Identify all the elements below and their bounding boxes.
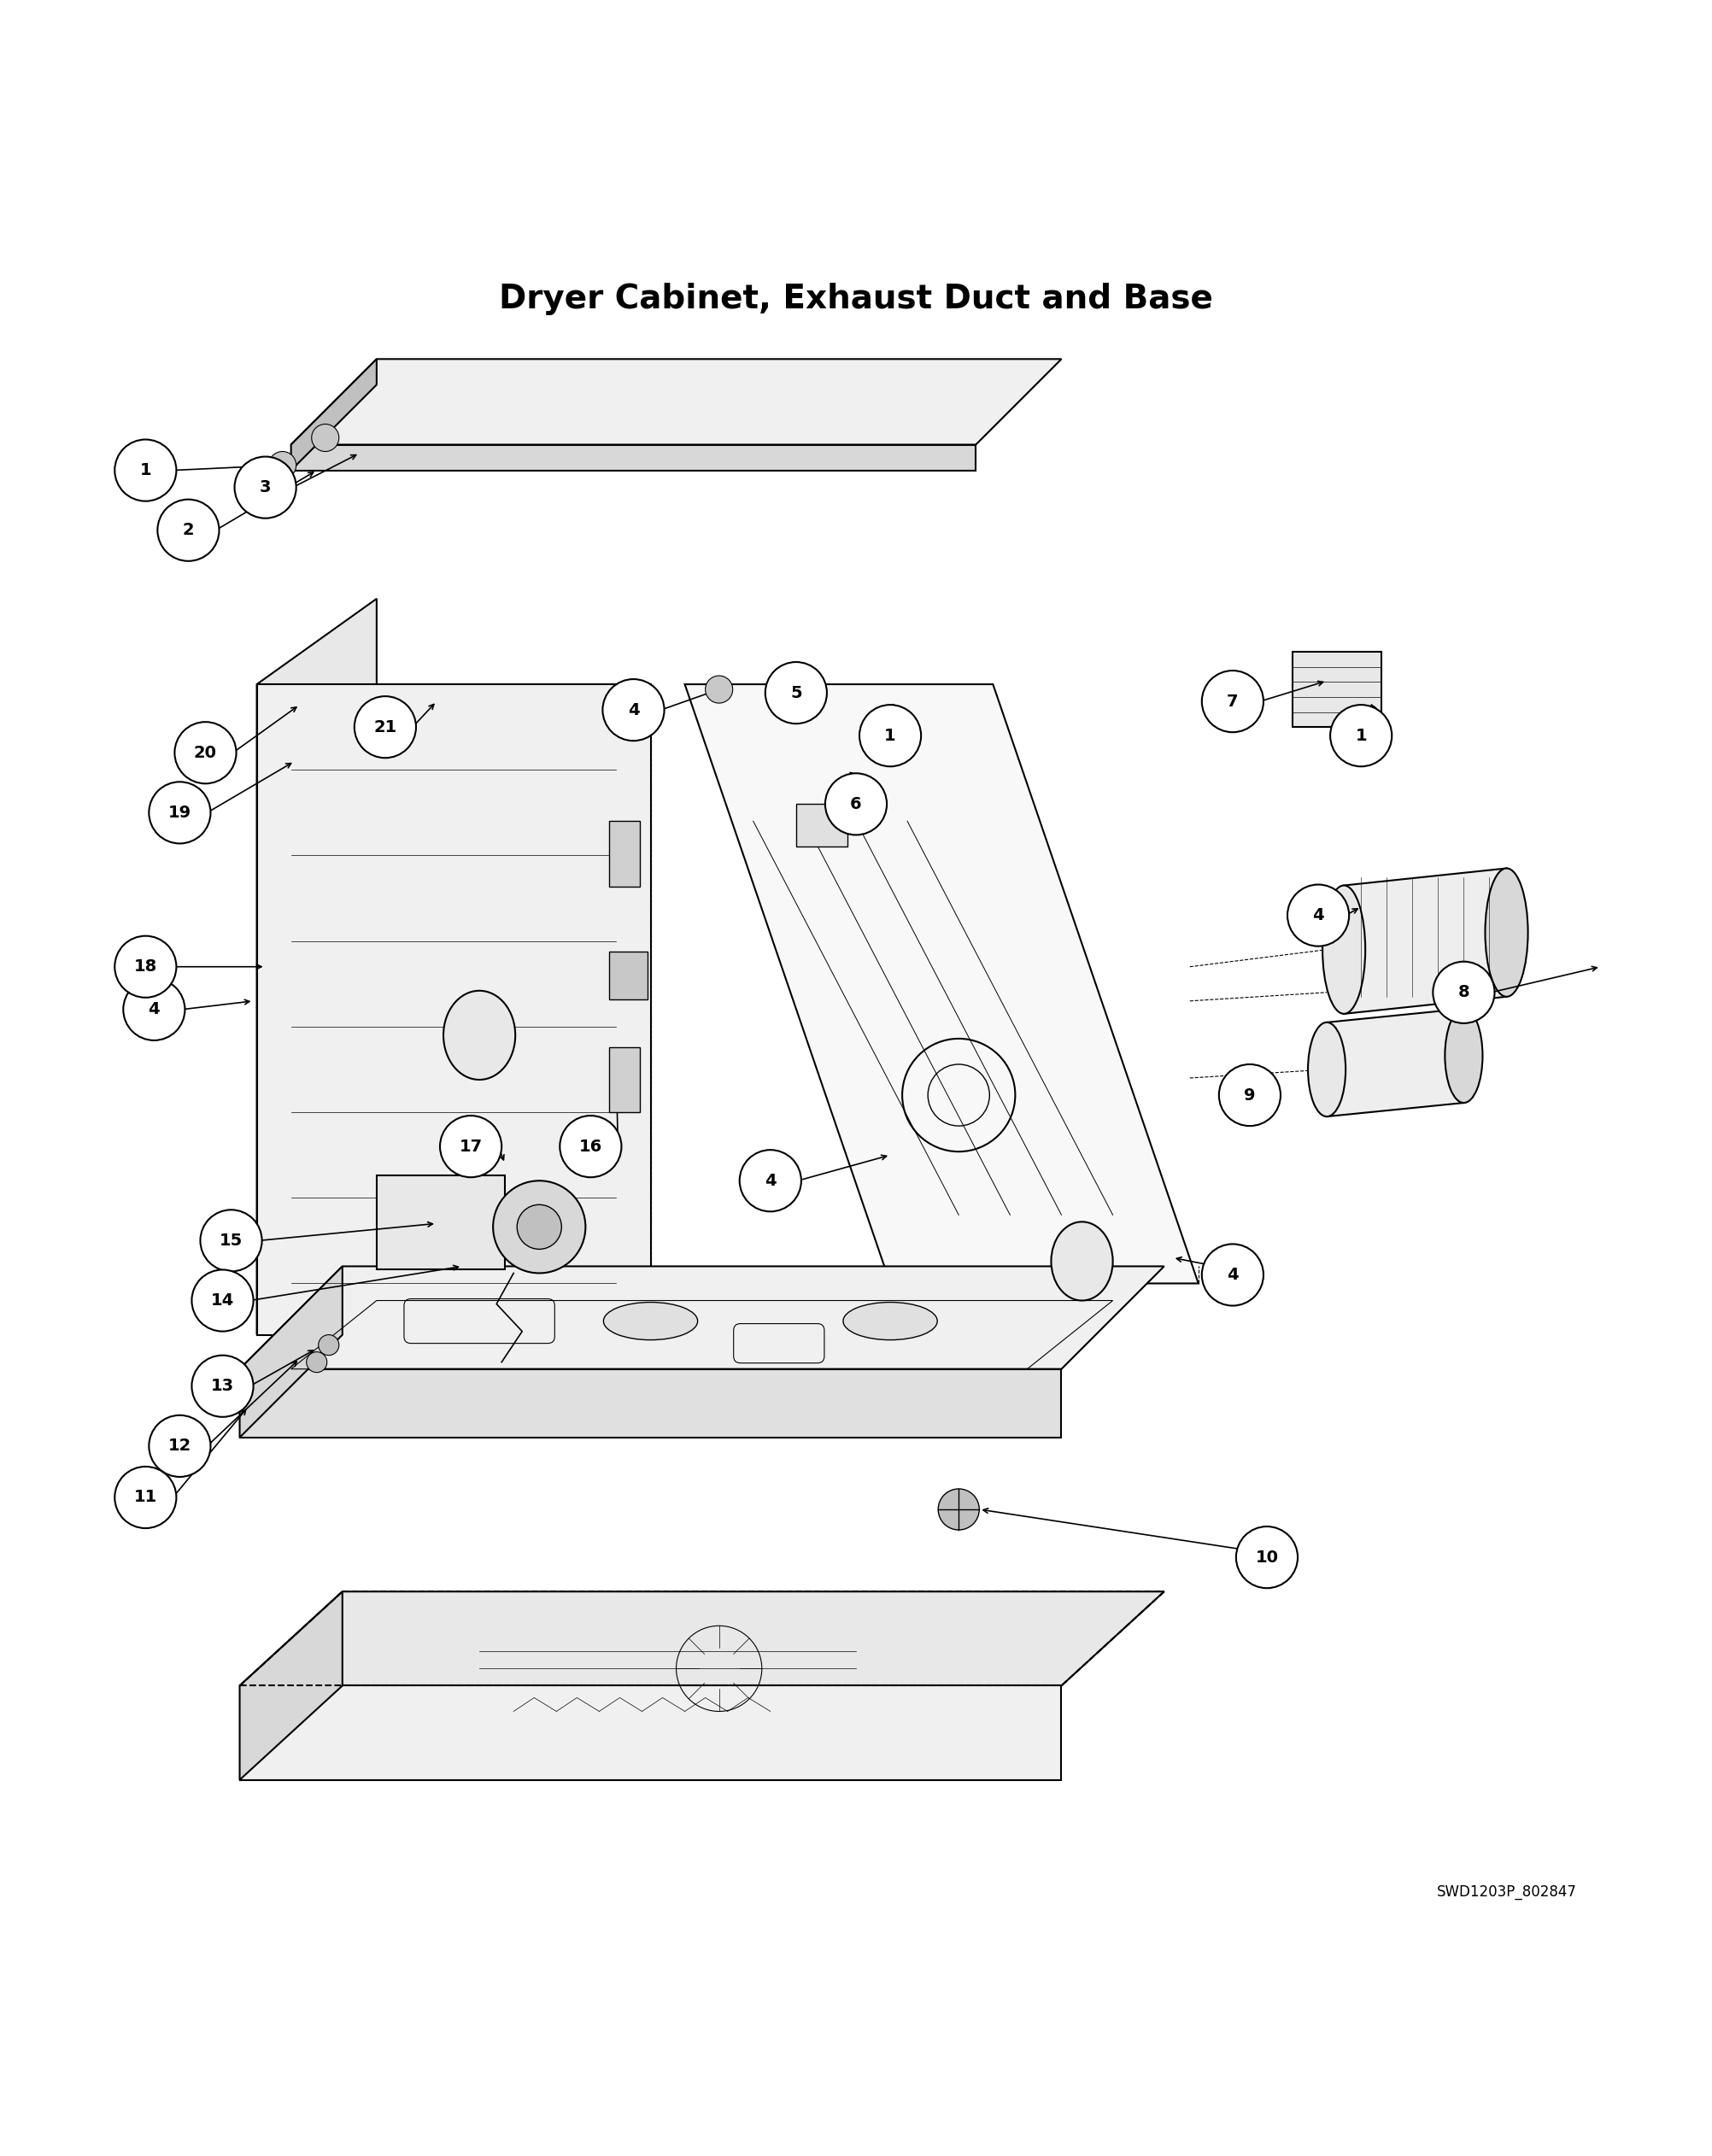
Polygon shape [685,683,1198,1283]
Text: 1: 1 [1356,727,1366,744]
Text: 4: 4 [1313,908,1323,923]
Ellipse shape [603,1302,698,1339]
Text: 3: 3 [260,479,270,496]
Circle shape [765,662,827,724]
Text: 4: 4 [628,703,639,718]
Circle shape [149,1414,211,1477]
Text: 7: 7 [1228,694,1238,709]
Ellipse shape [1051,1222,1113,1300]
Circle shape [560,1115,621,1177]
Bar [609,821,640,886]
Polygon shape [240,1591,342,1781]
Text: 1: 1 [885,727,895,744]
Circle shape [158,500,219,561]
Polygon shape [1344,869,1507,1013]
Circle shape [354,696,416,759]
Ellipse shape [1445,1009,1483,1104]
Text: SWD1203P_802847: SWD1203P_802847 [1436,1884,1577,1899]
Bar [609,1048,640,1112]
Circle shape [938,1490,979,1531]
Circle shape [318,1335,339,1356]
Circle shape [115,1466,176,1529]
Polygon shape [257,599,377,1335]
Text: 4: 4 [149,1000,159,1018]
Circle shape [123,979,185,1041]
Circle shape [1433,962,1495,1024]
Ellipse shape [1322,886,1366,1013]
Text: Dryer Cabinet, Exhaust Duct and Base: Dryer Cabinet, Exhaust Duct and Base [498,282,1214,315]
Bar [1293,651,1382,727]
Circle shape [192,1356,253,1416]
Text: 18: 18 [134,959,158,975]
Circle shape [859,705,921,765]
Polygon shape [240,1686,1061,1781]
Circle shape [1287,884,1349,946]
Polygon shape [1327,1009,1464,1117]
Polygon shape [291,360,377,470]
Circle shape [493,1181,586,1274]
Text: 5: 5 [791,686,801,701]
Text: 1: 1 [140,461,151,479]
Circle shape [235,457,296,517]
Circle shape [192,1270,253,1332]
Circle shape [115,936,176,998]
Circle shape [1202,1244,1263,1307]
Text: 12: 12 [168,1438,192,1453]
Circle shape [740,1149,801,1212]
Text: 13: 13 [211,1378,235,1395]
Circle shape [269,451,296,479]
Polygon shape [291,360,1061,444]
Text: 17: 17 [459,1138,483,1156]
Text: 16: 16 [579,1138,603,1156]
Polygon shape [291,444,976,470]
Circle shape [115,440,176,500]
Circle shape [825,774,887,834]
Circle shape [175,722,236,783]
Circle shape [440,1115,502,1177]
Circle shape [1219,1065,1281,1125]
Circle shape [149,783,211,843]
Text: 4: 4 [765,1173,776,1188]
Text: 19: 19 [168,804,192,821]
Polygon shape [796,804,847,847]
Circle shape [1330,705,1392,765]
Ellipse shape [443,992,515,1080]
Circle shape [200,1210,262,1272]
Text: 8: 8 [1459,985,1469,1000]
Text: 20: 20 [193,744,217,761]
Bar [377,1175,505,1270]
Text: 15: 15 [219,1233,243,1248]
Text: 9: 9 [1245,1087,1255,1104]
Circle shape [306,1352,327,1373]
Ellipse shape [842,1302,936,1339]
Circle shape [517,1205,562,1248]
Circle shape [1202,671,1263,733]
Text: 11: 11 [134,1490,158,1505]
Text: 6: 6 [851,796,861,813]
Ellipse shape [1308,1022,1346,1117]
Circle shape [603,679,664,742]
Circle shape [312,425,339,451]
Ellipse shape [1484,869,1527,996]
Text: 2: 2 [183,522,193,539]
Polygon shape [240,1369,1061,1438]
Text: 14: 14 [211,1291,235,1309]
Polygon shape [240,1591,1164,1686]
Text: 21: 21 [373,718,397,735]
Circle shape [1236,1526,1298,1589]
Text: 4: 4 [1228,1268,1238,1283]
Circle shape [705,675,733,703]
Polygon shape [257,683,651,1335]
Text: 10: 10 [1255,1550,1279,1565]
Polygon shape [240,1266,342,1438]
Bar [609,951,647,998]
Polygon shape [240,1266,1164,1369]
